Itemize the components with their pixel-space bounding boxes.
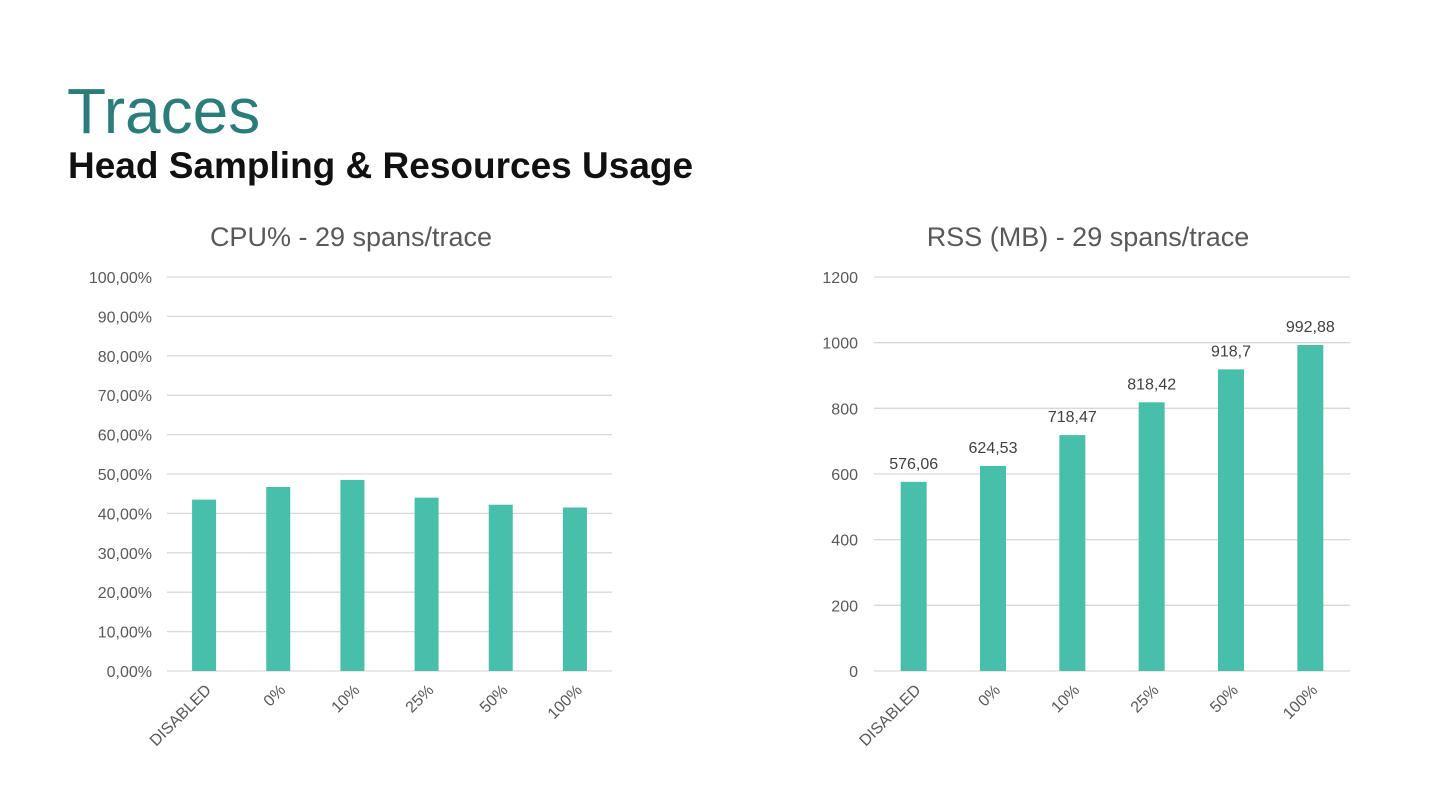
cpu-y-tick-label: 30,00% [98, 546, 152, 563]
cpu-y-tick-label: 100,00% [89, 270, 152, 287]
rss-data-label: 576,06 [889, 456, 938, 473]
rss-x-tick-label: 10% [1048, 682, 1083, 717]
cpu-bar [192, 499, 217, 671]
rss-chart-title: RSS (MB) - 29 spans/trace [927, 222, 1250, 252]
cpu-bar [340, 479, 365, 671]
rss-bar [1218, 369, 1244, 671]
rss-y-tick-label: 1000 [822, 336, 858, 353]
rss-y-tick-label: 400 [831, 533, 858, 550]
rss-x-tick-label: 0% [975, 682, 1003, 710]
rss-data-label: 918,7 [1211, 343, 1251, 360]
rss-x-tick-label: 100% [1280, 682, 1321, 723]
cpu-y-tick-label: 80,00% [98, 349, 152, 366]
rss-bar [1297, 345, 1324, 671]
rss-data-label: 992,88 [1286, 319, 1335, 336]
cpu-bar [562, 507, 587, 671]
rss-y-tick-label: 600 [831, 467, 858, 484]
slide-subtitle: Head Sampling & Resources Usage [68, 145, 694, 186]
rss-bar [1059, 435, 1086, 671]
cpu-y-tick-label: 20,00% [98, 585, 152, 602]
cpu-bar [414, 497, 439, 671]
rss-y-tick-label: 200 [831, 598, 858, 615]
rss-data-label: 718,47 [1048, 409, 1097, 426]
cpu-chart-title: CPU% - 29 spans/trace [210, 222, 492, 252]
rss-bar [900, 481, 927, 671]
rss-data-label: 624,53 [969, 440, 1018, 457]
rss-y-tick-label: 0 [849, 664, 858, 681]
slide-title: Traces [67, 75, 261, 147]
rss-data-label: 818,42 [1127, 376, 1176, 393]
cpu-y-tick-label: 70,00% [98, 388, 152, 405]
cpu-bar [488, 504, 513, 671]
cpu-bar [266, 487, 291, 671]
rss-x-tick-label: DISABLED [857, 682, 925, 750]
rss-bar [1138, 402, 1165, 671]
cpu-y-tick-label: 90,00% [98, 309, 152, 326]
cpu-y-tick-label: 0,00% [107, 664, 152, 681]
rss-y-tick-label: 1200 [822, 270, 858, 287]
rss-y-tick-label: 800 [831, 401, 858, 418]
rss-x-tick-label: 50% [1207, 682, 1242, 717]
cpu-y-tick-label: 50,00% [98, 467, 152, 484]
cpu-y-tick-label: 60,00% [98, 428, 152, 445]
cpu-y-tick-label: 40,00% [98, 506, 152, 523]
cpu-y-tick-label: 10,00% [98, 625, 152, 642]
rss-x-tick-label: 25% [1128, 682, 1163, 717]
rss-bar [980, 465, 1006, 671]
